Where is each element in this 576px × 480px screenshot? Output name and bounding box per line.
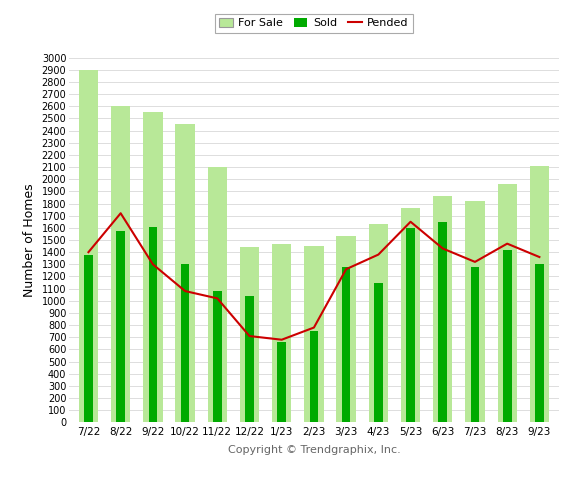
Bar xyxy=(369,224,388,422)
Y-axis label: Number of Homes: Number of Homes xyxy=(23,183,36,297)
Bar xyxy=(503,250,511,422)
Bar xyxy=(309,331,319,422)
Bar xyxy=(535,264,544,422)
Legend: For Sale, Sold, Pended: For Sale, Sold, Pended xyxy=(215,13,413,33)
Bar xyxy=(530,166,549,422)
Bar xyxy=(79,70,98,422)
Bar xyxy=(304,246,324,422)
Bar xyxy=(406,228,415,422)
Bar xyxy=(433,196,452,422)
Bar xyxy=(342,267,350,422)
Bar xyxy=(213,291,222,422)
Bar xyxy=(498,184,517,422)
Bar xyxy=(245,296,254,422)
Bar xyxy=(336,236,356,422)
Bar xyxy=(465,201,484,422)
Bar xyxy=(116,231,125,422)
Bar xyxy=(207,167,227,422)
Bar xyxy=(240,247,259,422)
Bar xyxy=(374,283,382,422)
Bar xyxy=(278,342,286,422)
Bar xyxy=(149,227,157,422)
Bar xyxy=(181,264,190,422)
Bar xyxy=(272,244,291,422)
Bar xyxy=(401,208,420,422)
Bar xyxy=(438,222,447,422)
Bar xyxy=(471,267,479,422)
X-axis label: Copyright © Trendgraphix, Inc.: Copyright © Trendgraphix, Inc. xyxy=(228,445,400,455)
Bar xyxy=(143,112,162,422)
Bar xyxy=(111,106,130,422)
Bar xyxy=(176,124,195,422)
Bar xyxy=(84,254,93,422)
